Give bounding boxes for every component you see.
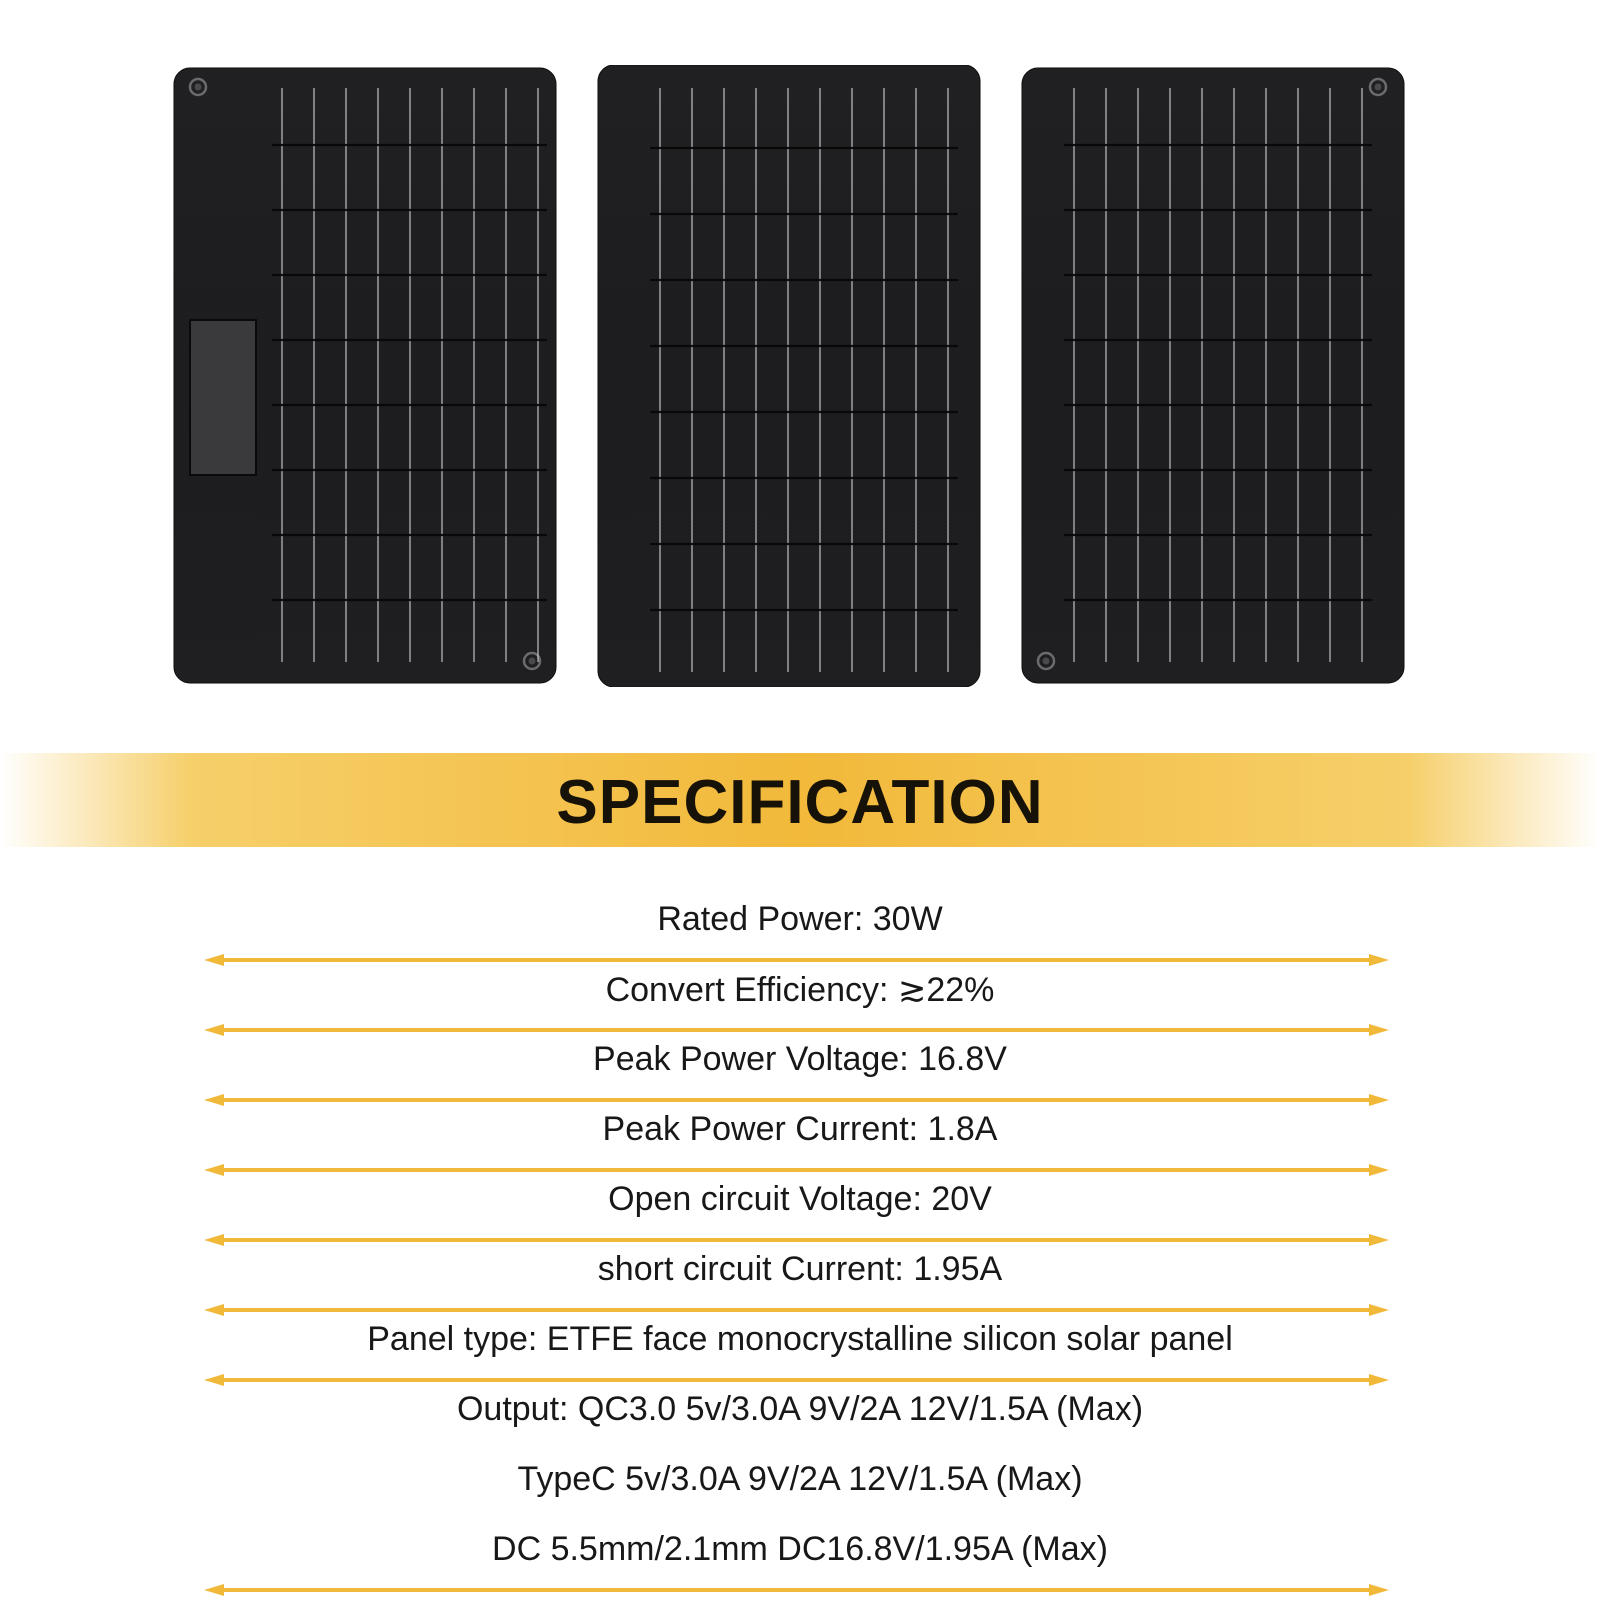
svg-text:SPECIFICATION: SPECIFICATION [556,768,1043,837]
